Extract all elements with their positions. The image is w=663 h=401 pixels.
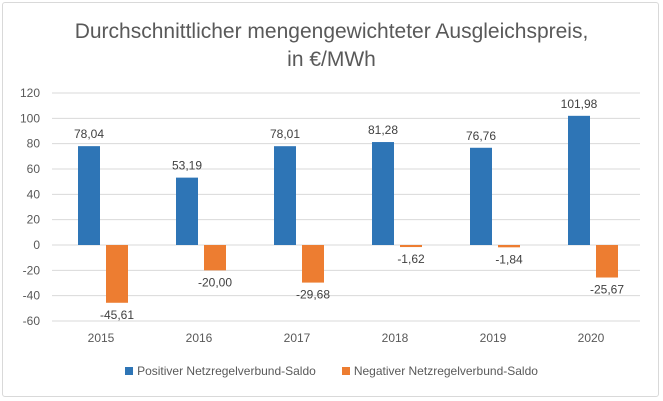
data-label: 78,01 — [270, 127, 300, 141]
data-label: 53,19 — [172, 159, 202, 173]
chart-title-line1: Durchschnittlicher mengengewichteter Aus… — [74, 20, 589, 43]
chart-title-line2: in €/MWh — [287, 48, 376, 71]
y-tick-label: 0 — [33, 238, 40, 252]
data-label: -25,67 — [590, 283, 624, 297]
bar-positive — [78, 146, 100, 245]
chart-title: Durchschnittlicher mengengewichteter Aus… — [0, 18, 663, 74]
data-label: -1,84 — [495, 252, 523, 266]
bar-positive — [274, 146, 296, 245]
x-tick-label: 2019 — [480, 331, 507, 345]
y-tick-label: 40 — [27, 187, 41, 201]
legend-swatch-negative — [341, 367, 350, 375]
legend-swatch-positive — [125, 367, 134, 375]
x-tick-label: 2018 — [382, 331, 409, 345]
bar-negative — [204, 245, 226, 271]
bar-negative — [302, 245, 324, 283]
data-label: 76,76 — [466, 129, 496, 143]
bar-negative — [106, 245, 128, 303]
data-label: -1,62 — [397, 252, 425, 266]
y-tick-label: -40 — [23, 289, 41, 303]
bar-negative — [596, 245, 618, 278]
data-label: -29,68 — [296, 288, 330, 302]
bar-positive — [176, 177, 198, 245]
x-tick-label: 2015 — [88, 331, 115, 345]
legend-label-negative: Negativer Netzregelverbund-Saldo — [353, 364, 538, 378]
x-tick-label: 2017 — [284, 331, 311, 345]
y-tick-label: 60 — [27, 162, 41, 176]
bar-positive — [470, 147, 492, 245]
x-tick-label: 2020 — [578, 331, 605, 345]
y-tick-label: 120 — [20, 86, 40, 100]
data-label: -45,61 — [100, 308, 134, 322]
y-tick-label: 80 — [27, 137, 41, 151]
legend: Positiver Netzregelverbund-Saldo Negativ… — [0, 364, 663, 378]
bar-positive — [372, 142, 394, 245]
data-label: 101,98 — [561, 97, 598, 111]
y-tick-label: -20 — [23, 263, 41, 277]
y-tick-label: 20 — [27, 213, 41, 227]
y-tick-label: 100 — [20, 111, 40, 125]
bar-negative — [498, 245, 520, 248]
y-tick-label: -60 — [23, 314, 41, 328]
data-label: 81,28 — [368, 123, 398, 137]
data-label: 78,04 — [74, 127, 104, 141]
legend-item-negative: Negativer Netzregelverbund-Saldo — [341, 364, 538, 378]
legend-item-positive: Positiver Netzregelverbund-Saldo — [125, 364, 316, 378]
x-tick-label: 2016 — [186, 331, 213, 345]
bar-negative — [400, 245, 422, 248]
chart-frame — [2, 2, 659, 397]
bar-positive — [568, 115, 590, 245]
data-label: -20,00 — [198, 275, 232, 289]
legend-label-positive: Positiver Netzregelverbund-Saldo — [137, 364, 316, 378]
